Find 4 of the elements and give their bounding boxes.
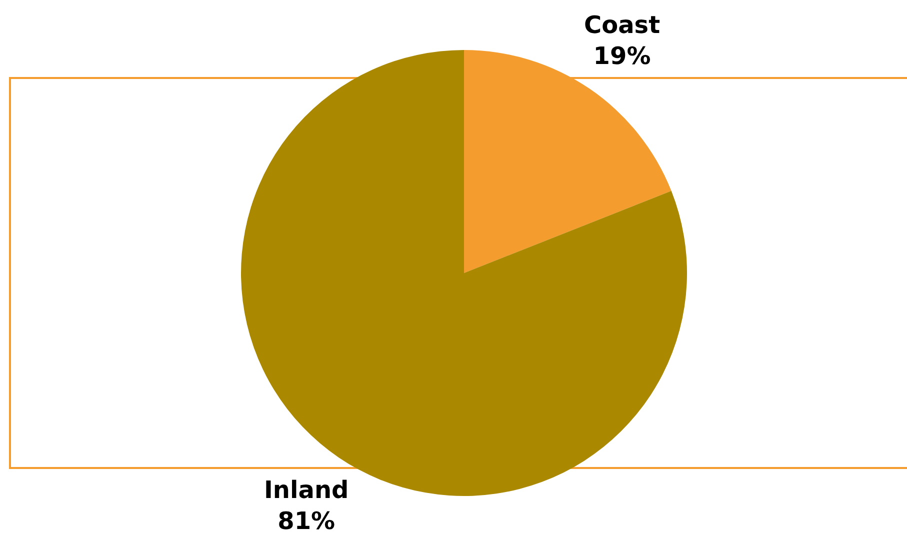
slice-label: Inland [264, 476, 349, 504]
data-label: 19% [593, 42, 651, 70]
data-label: 81% [278, 507, 336, 536]
slice-label: Coast [584, 11, 660, 39]
